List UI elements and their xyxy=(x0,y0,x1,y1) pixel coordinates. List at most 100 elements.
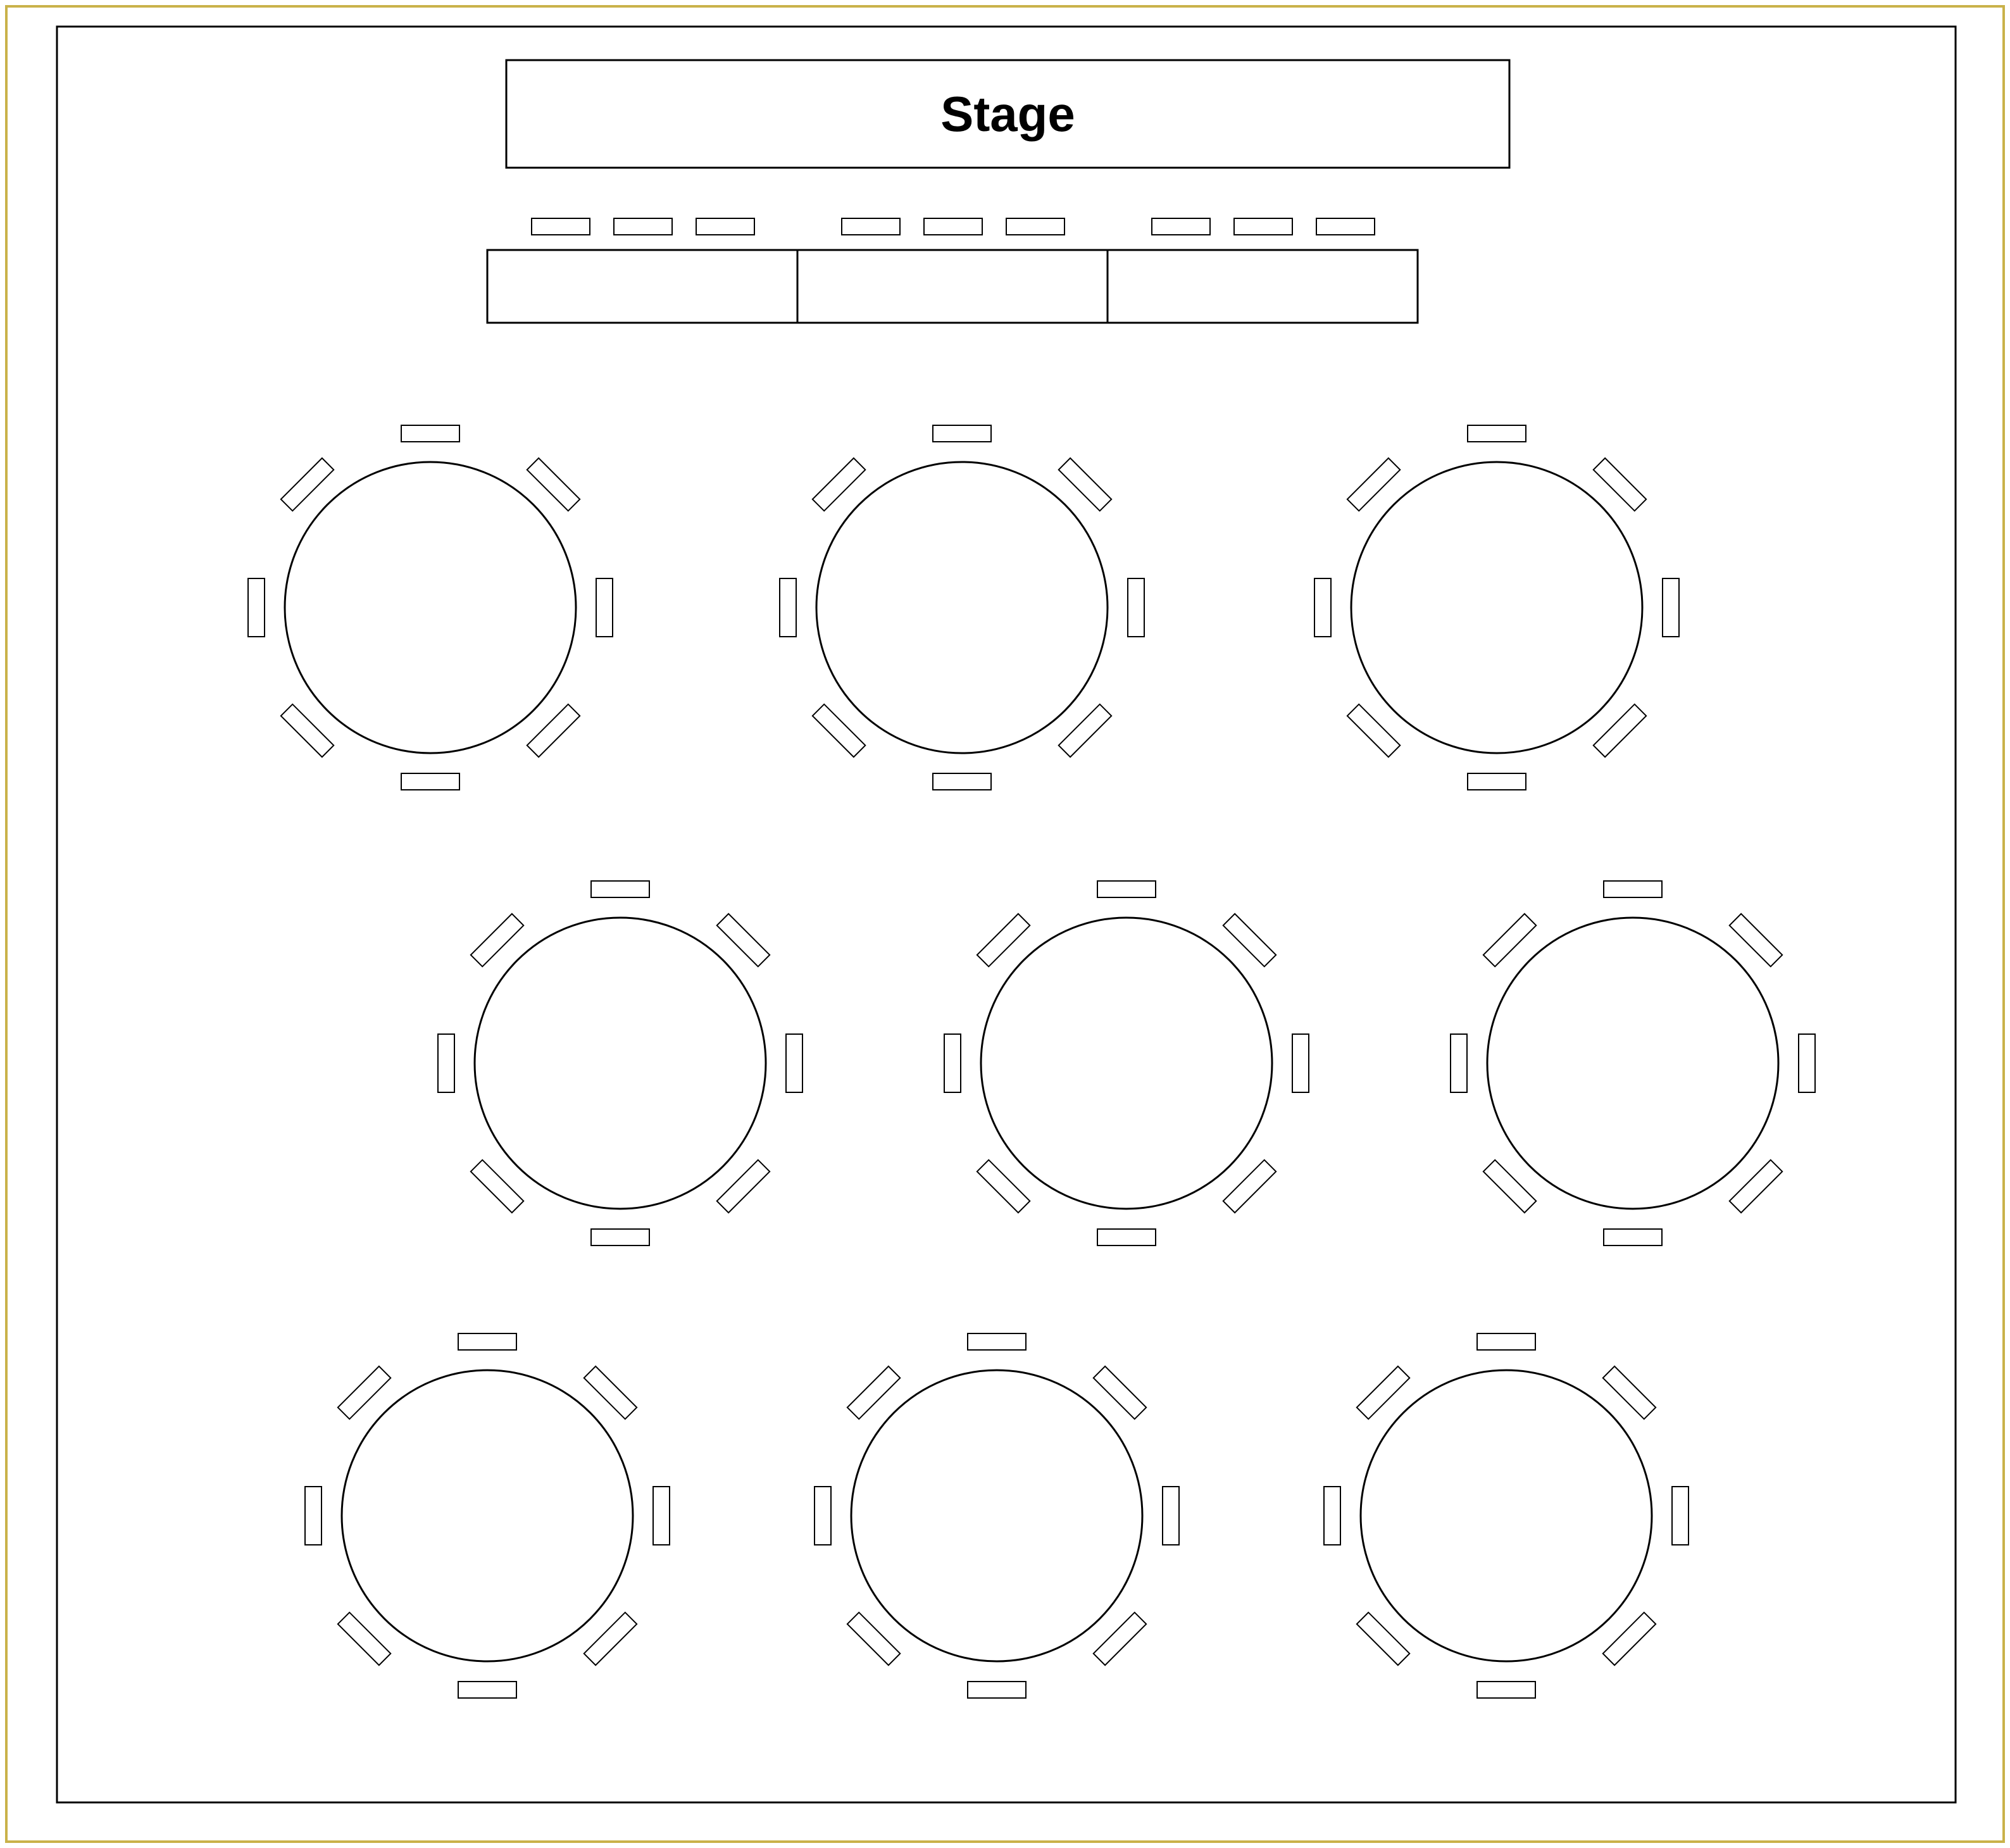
round-table-seat xyxy=(458,1682,516,1698)
round-table-seat xyxy=(1730,914,1782,966)
round-table-seat xyxy=(977,1160,1030,1213)
head-table-seat xyxy=(1006,218,1064,235)
round-table-group xyxy=(780,425,1144,790)
round-table-seat xyxy=(815,1487,831,1545)
round-table-seat xyxy=(438,1034,454,1092)
round-table-seat xyxy=(281,704,334,757)
round-table xyxy=(342,1370,633,1661)
round-table-seat xyxy=(1347,458,1400,511)
round-table-seat xyxy=(813,458,865,511)
round-table-group xyxy=(815,1333,1179,1698)
round-table-seat xyxy=(1730,1160,1782,1213)
round-table xyxy=(1351,462,1642,753)
round-table-seat xyxy=(977,914,1030,966)
round-table-seat xyxy=(338,1366,390,1419)
round-table-seat xyxy=(1672,1487,1689,1545)
seating-chart: Stage xyxy=(0,0,2010,1848)
round-table-seat xyxy=(458,1333,516,1350)
round-table-seat xyxy=(968,1682,1026,1698)
stage-label: Stage xyxy=(940,86,1075,142)
round-table-seat xyxy=(1292,1034,1309,1092)
round-table-group xyxy=(1451,881,1815,1246)
round-table-seat xyxy=(933,773,991,790)
round-table-seat xyxy=(1477,1333,1535,1350)
round-table-seat xyxy=(1468,773,1526,790)
round-table-seat xyxy=(1357,1613,1409,1665)
round-table xyxy=(981,918,1272,1209)
round-table-seat xyxy=(1128,578,1144,637)
round-table-seat xyxy=(591,1229,649,1246)
round-table-seat xyxy=(717,1160,770,1213)
round-table-seat xyxy=(1094,1366,1146,1419)
round-table-seat xyxy=(1603,1613,1656,1665)
round-table-seat xyxy=(847,1613,900,1665)
round-table-seat xyxy=(933,425,991,442)
round-table-seat xyxy=(1097,1229,1156,1246)
head-table-seat xyxy=(1152,218,1210,235)
round-table-seat xyxy=(1324,1487,1340,1545)
round-table xyxy=(1361,1370,1652,1661)
round-table-seat xyxy=(305,1487,321,1545)
round-table-seat xyxy=(1347,704,1400,757)
round-table-seat xyxy=(786,1034,802,1092)
round-table-seat xyxy=(1451,1034,1467,1092)
round-table-seat xyxy=(527,704,580,757)
round-table-seat xyxy=(1059,458,1111,511)
head-table-seat xyxy=(696,218,754,235)
round-table-seat xyxy=(596,578,613,637)
round-table-seat xyxy=(1163,1487,1179,1545)
round-table-seat xyxy=(847,1366,900,1419)
round-table-seat xyxy=(653,1487,670,1545)
round-table-seat xyxy=(1799,1034,1815,1092)
round-table-seat xyxy=(1477,1682,1535,1698)
round-table-seat xyxy=(401,425,459,442)
round-table-seat xyxy=(1483,1160,1536,1213)
round-table-group xyxy=(944,881,1309,1246)
round-table-seat xyxy=(338,1613,390,1665)
round-table-seat xyxy=(527,458,580,511)
round-table xyxy=(285,462,576,753)
round-table-seat xyxy=(780,578,796,637)
round-table-seat xyxy=(1223,1160,1276,1213)
round-table-seat xyxy=(1468,425,1526,442)
round-table-group xyxy=(305,1333,670,1698)
round-table xyxy=(475,918,766,1209)
round-table-group xyxy=(1314,425,1679,790)
round-table-seat xyxy=(1223,914,1276,966)
round-table-seat xyxy=(1094,1613,1146,1665)
round-table-seat xyxy=(1483,914,1536,966)
round-table-seat xyxy=(584,1613,637,1665)
head-table-seat xyxy=(1234,218,1292,235)
round-table-seat xyxy=(1314,578,1331,637)
round-table-seat xyxy=(584,1366,637,1419)
round-table-group xyxy=(1324,1333,1689,1698)
round-table-seat xyxy=(813,704,865,757)
round-table-seat xyxy=(1059,704,1111,757)
head-table-seat xyxy=(614,218,672,235)
head-table-seat xyxy=(924,218,982,235)
head-table-seat xyxy=(1316,218,1375,235)
round-table xyxy=(1487,918,1778,1209)
head-table-seat xyxy=(532,218,590,235)
round-table-seat xyxy=(281,458,334,511)
head-table-seat xyxy=(842,218,900,235)
round-table-seat xyxy=(471,1160,523,1213)
round-table-seat xyxy=(968,1333,1026,1350)
head-table xyxy=(487,250,1418,323)
round-table-seat xyxy=(1604,1229,1662,1246)
round-table-seat xyxy=(944,1034,961,1092)
round-table-seat xyxy=(591,881,649,897)
round-table-group xyxy=(438,881,802,1246)
round-table xyxy=(816,462,1108,753)
round-table-seat xyxy=(471,914,523,966)
round-table-seat xyxy=(1357,1366,1409,1419)
round-table-group xyxy=(248,425,613,790)
round-table-seat xyxy=(401,773,459,790)
round-table-seat xyxy=(1594,458,1646,511)
round-table-seat xyxy=(717,914,770,966)
round-table-seat xyxy=(1663,578,1679,637)
round-table-seat xyxy=(1594,704,1646,757)
round-table-seat xyxy=(248,578,265,637)
round-table-seat xyxy=(1097,881,1156,897)
round-table-seat xyxy=(1604,881,1662,897)
